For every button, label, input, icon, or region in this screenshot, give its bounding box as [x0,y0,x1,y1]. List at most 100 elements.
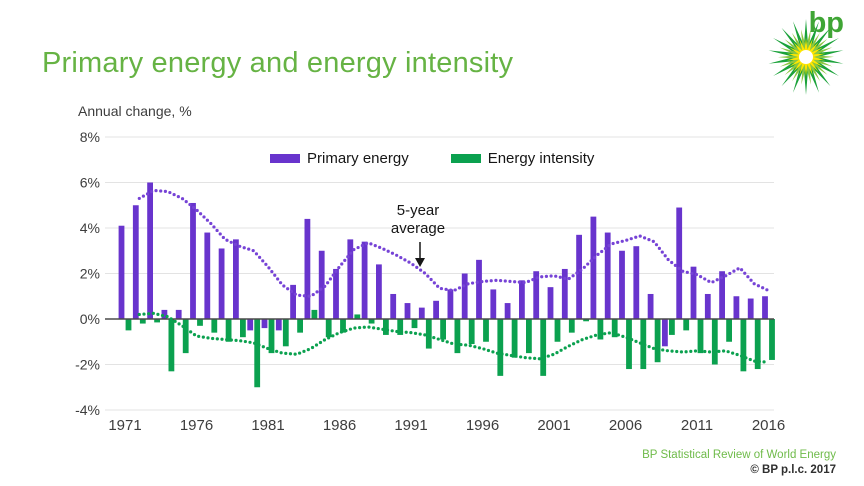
bar [619,250,625,319]
bar [726,319,732,342]
bar [311,309,318,319]
bar [519,280,525,319]
bp-helios-logo: bp [768,7,844,95]
bar [754,319,761,370]
bars-primary-energy [118,182,768,347]
bar [683,319,690,331]
y-tick-labels: 8% 6% 4% 2% 0% -2% -4% [75,129,100,418]
bar [697,319,704,354]
annotation-line-2: average [390,220,446,237]
bar [483,319,489,342]
bar [268,319,275,354]
bar [204,232,211,319]
svg-text:1986: 1986 [323,417,356,434]
bar [704,293,711,319]
svg-text:2006: 2006 [609,417,642,434]
bar [511,319,518,358]
bp-wordmark: bp [809,7,844,39]
bar [383,319,389,335]
bar [147,182,153,319]
bar [418,307,425,319]
bar [404,303,411,319]
svg-text:-2%: -2% [75,357,100,373]
bar [719,271,725,319]
bar [211,319,218,333]
bar [354,314,361,319]
bar [547,287,554,319]
bar [390,293,397,319]
chart-legend: Primary energy Energy intensity [270,150,594,167]
bar [762,296,768,319]
five-year-average-annotation: 5-year average [368,202,468,238]
bar [290,284,296,319]
bar [132,205,139,319]
energy-intensity-swatch [450,154,481,163]
svg-text:2%: 2% [80,266,100,282]
bar [297,319,303,333]
svg-text:0%: 0% [80,311,100,327]
svg-text:-4%: -4% [75,402,100,418]
copyright-notice: © BP p.l.c. 2017 [750,464,836,476]
bar [411,319,418,329]
bar [282,319,289,347]
bar [333,268,339,319]
bar [497,319,504,376]
bar [139,319,146,324]
bar [218,248,225,319]
bar [740,319,747,372]
bar [347,239,354,319]
bar [626,319,632,370]
bar [325,319,332,338]
svg-text:1976: 1976 [180,417,213,434]
bar [447,289,454,319]
bar [476,259,482,319]
bar [526,319,532,354]
bar [425,319,432,349]
bar [733,296,740,319]
bar [197,319,203,326]
svg-text:1991: 1991 [394,417,427,434]
bar [662,319,668,347]
gridlines [105,136,774,411]
bar [468,319,475,345]
svg-text:1971: 1971 [108,417,141,434]
helios-sunburst-icon [768,19,844,95]
bar [175,309,182,319]
bar [247,319,254,331]
bar [490,289,497,319]
bar [461,273,468,319]
bar [576,234,582,319]
bar [640,319,647,370]
primary-energy-swatch [270,154,300,163]
bar [397,319,404,335]
bar [433,300,439,319]
bar [669,319,675,335]
bar [154,319,160,323]
x-tick-labels: 1971 1976 1981 1986 1991 1996 2001 2006 2011 2016 [108,417,785,434]
svg-text:4%: 4% [80,220,100,236]
bar [597,319,604,340]
bar [604,232,611,319]
bar [647,293,654,319]
bars-energy-intensity [125,309,775,388]
five-year-average-energy-intensity [137,311,766,364]
bar [711,319,718,365]
svg-text:1996: 1996 [466,417,499,434]
annotation-arrow [415,242,425,267]
source-credit: BP Statistical Review of World Energy [642,449,836,461]
bar [540,319,547,376]
bar [583,319,589,322]
bar [368,319,375,324]
bar [118,225,125,319]
five-year-average-primary-energy [137,189,769,298]
bar [769,319,775,360]
bar [275,319,282,331]
bar [261,319,268,329]
legend-item-energy-intensity: Energy intensity [450,150,594,167]
bar [533,271,540,319]
y-axis-caption: Annual change, % [78,103,192,119]
bar [633,246,640,319]
svg-text:2001: 2001 [537,417,570,434]
svg-text:2016: 2016 [752,417,785,434]
